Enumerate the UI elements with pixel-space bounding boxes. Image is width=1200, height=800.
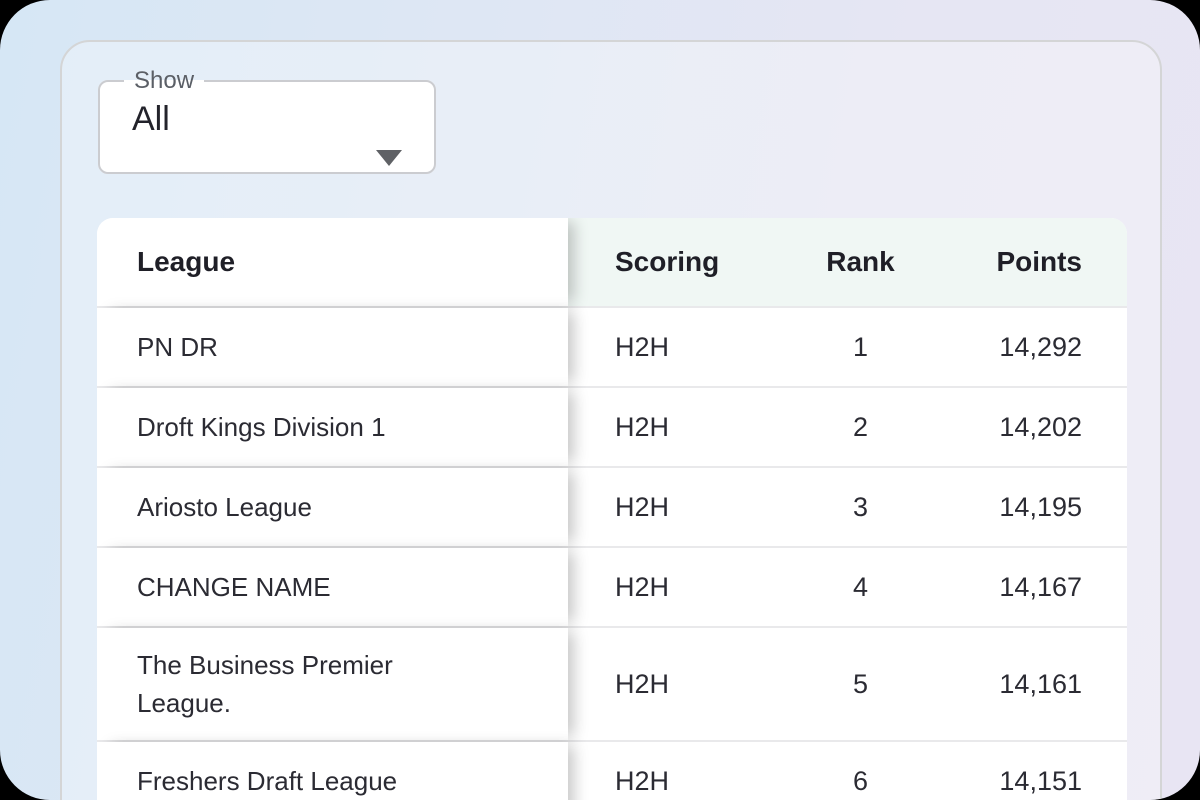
rank-value: 4: [852, 571, 869, 602]
points-value: 14,161: [999, 668, 1082, 699]
table-row[interactable]: Freshers Draft League H2H 6 14,151: [97, 742, 1127, 800]
league-name: Droft Kings Division 1: [137, 412, 386, 442]
scoring-value: H2H: [615, 765, 670, 796]
header-right-section: Scoring Rank Points: [568, 218, 1127, 306]
league-name: Freshers Draft League: [137, 766, 398, 796]
league-cell: CHANGE NAME: [97, 548, 568, 626]
league-column-header: League: [97, 218, 568, 306]
league-cell: The Business Premier League.: [97, 628, 568, 740]
rank-value: 6: [852, 765, 869, 796]
table-row[interactable]: The Business Premier League. H2H 5 14,16…: [97, 628, 1127, 742]
league-name: CHANGE NAME: [137, 572, 331, 602]
league-name: Ariosto League: [137, 492, 312, 522]
points-value: 14,195: [999, 491, 1082, 522]
row-right-section: H2H 1 14,292: [568, 308, 1127, 386]
caret-down-icon: [376, 150, 402, 167]
league-header-label: League: [137, 246, 236, 277]
scoring-value: H2H: [615, 491, 670, 522]
points-value: 14,167: [999, 571, 1082, 602]
table-row[interactable]: Ariosto League H2H 3 14,195: [97, 468, 1127, 548]
scoring-header-label: Scoring: [615, 246, 720, 277]
row-right-section: H2H 4 14,167: [568, 548, 1127, 626]
rank-header-label: Rank: [826, 246, 895, 277]
table-body: PN DR H2H 1 14,292 Droft Kings Division …: [97, 308, 1127, 800]
table-row[interactable]: CHANGE NAME H2H 4 14,167: [97, 548, 1127, 628]
row-right-section: H2H 3 14,195: [568, 468, 1127, 546]
rank-value: 2: [852, 411, 869, 442]
scoring-value: H2H: [615, 331, 670, 362]
show-filter-value: All: [132, 100, 170, 139]
league-cell: Freshers Draft League: [97, 742, 568, 800]
league-name: PN DR: [137, 332, 218, 362]
league-cell: Ariosto League: [97, 468, 568, 546]
scoring-value: H2H: [615, 668, 670, 699]
scoring-value: H2H: [615, 571, 670, 602]
rank-value: 5: [852, 668, 869, 699]
show-filter-label: Show: [134, 67, 195, 94]
rank-value: 1: [852, 331, 869, 362]
league-name: The Business Premier League.: [137, 650, 393, 718]
league-cell: PN DR: [97, 308, 568, 386]
row-right-section: H2H 2 14,202: [568, 388, 1127, 466]
table-row[interactable]: Droft Kings Division 1 H2H 2 14,202: [97, 388, 1127, 468]
row-right-section: H2H 6 14,151: [568, 742, 1127, 800]
table-header-row: League Scoring Rank Points: [97, 218, 1127, 308]
show-filter-dropdown[interactable]: Show All: [98, 67, 436, 174]
points-value: 14,151: [999, 765, 1082, 796]
points-value: 14,202: [999, 411, 1082, 442]
row-right-section: H2H 5 14,161: [568, 628, 1127, 740]
league-cell: Droft Kings Division 1: [97, 388, 568, 466]
rank-value: 3: [852, 491, 869, 522]
points-value: 14,292: [999, 331, 1082, 362]
points-header-label: Points: [996, 246, 1082, 277]
scoring-value: H2H: [615, 411, 670, 442]
league-table: League Scoring Rank Points PN DR H2H 1 1…: [97, 218, 1127, 800]
table-row[interactable]: PN DR H2H 1 14,292: [97, 308, 1127, 388]
